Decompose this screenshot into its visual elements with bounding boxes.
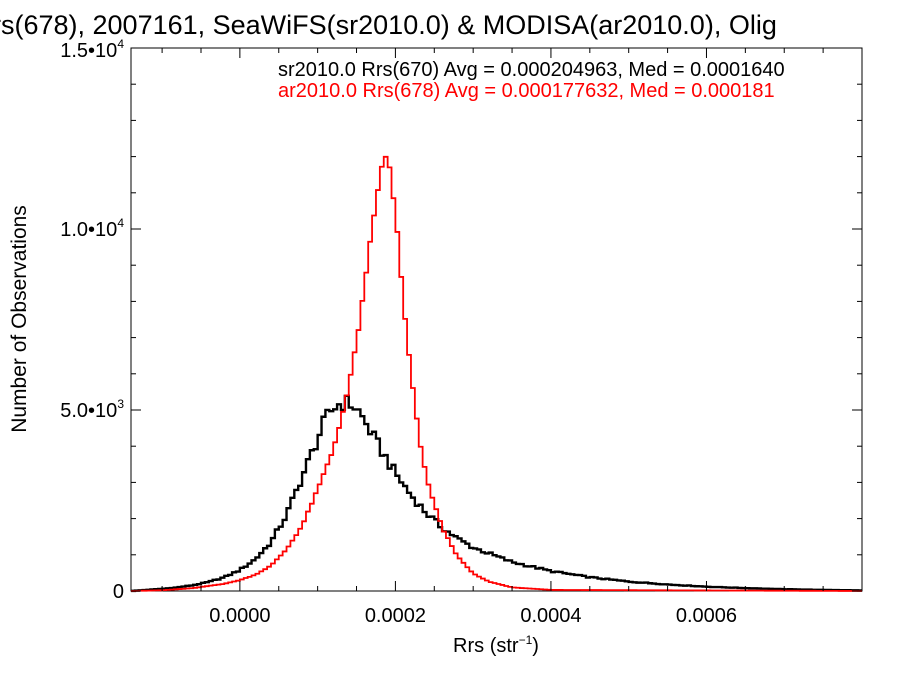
y-tick-label-0: 0 (113, 581, 124, 603)
y-tick-label-1: 5.0•103 (60, 397, 124, 422)
legend-entry-1: ar2010.0 Rrs(678) Avg = 0.000177632, Med… (278, 80, 775, 102)
x-axis-ticks: 0.0000 0.0002 0.0004 0.0006 (161, 48, 824, 627)
legend-entry-0: sr2010.0 Rrs(670) Avg = 0.000204963, Med… (278, 59, 785, 81)
histogram-line-1 (131, 155, 862, 592)
y-axis-label: Number of Observations (8, 205, 31, 433)
plot-frame (130, 47, 863, 592)
x-tick-label-2: 0.0004 (520, 605, 581, 627)
x-tick-label-3: 0.0006 (676, 605, 737, 627)
chart-title: rs(678), 2007161, SeaWiFS(sr2010.0) & MO… (0, 10, 777, 40)
x-tick-label-0: 0.0000 (209, 605, 270, 627)
y-tick-label-2: 1.0•104 (60, 216, 124, 241)
y-tick-label-3: 1.5•104 (60, 37, 124, 62)
x-tick-label-1: 0.0002 (365, 605, 426, 627)
x-axis-label: Rrs (str−1) (453, 633, 539, 657)
histogram-series-group (131, 155, 862, 593)
histogram-line-0 (131, 394, 862, 593)
x-axis-label-superscript: −1 (519, 633, 533, 647)
y-axis-ticks: 0 5.0•103 1.0•104 1.5•104 (60, 37, 862, 603)
